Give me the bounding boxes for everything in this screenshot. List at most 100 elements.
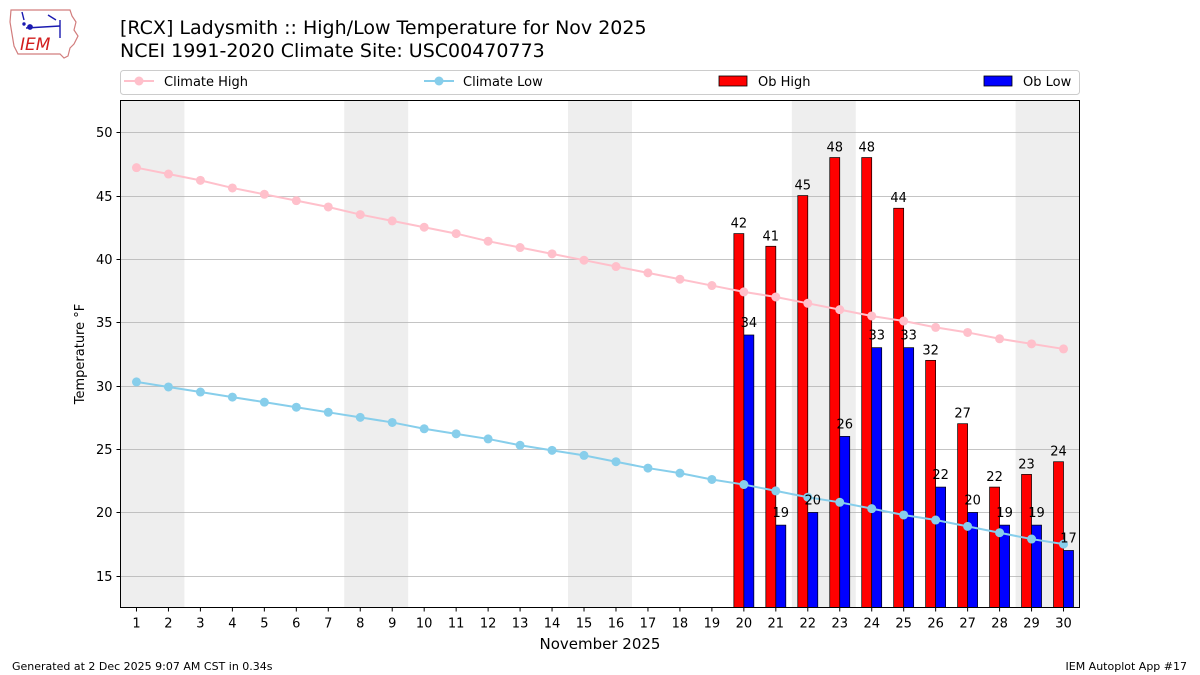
observation-bars: [733, 157, 1074, 608]
climate-low-point: [547, 445, 557, 455]
climate-high-point: [163, 169, 173, 179]
x-tick-label: 24: [863, 617, 880, 632]
legend-ob-high: Ob High: [718, 75, 811, 90]
legend-climate-high: Climate High: [124, 75, 248, 90]
climate-low-point: [227, 392, 237, 402]
climate-high-point: [803, 298, 813, 308]
ob-high-value-label: 42: [731, 217, 748, 232]
ob-high-bar: [797, 195, 809, 608]
x-tick-label: 6: [292, 617, 300, 632]
chart-subtitle: NCEI 1991-2020 Climate Site: USC00470773: [120, 40, 545, 62]
x-tick-label: 10: [416, 617, 433, 632]
legend-ob-high-label: Ob High: [758, 75, 811, 90]
x-axis-label: November 2025: [540, 635, 661, 653]
climate-low-point: [707, 474, 717, 484]
x-tick-label: 12: [480, 617, 497, 632]
climate-high-point: [675, 274, 685, 284]
x-tick-label: 4: [228, 617, 236, 632]
ob-low-bar: [999, 524, 1010, 608]
climate-high-point: [963, 327, 973, 337]
climate-low-point: [1059, 539, 1069, 549]
climate-high-point: [579, 255, 589, 265]
climate-high-point: [291, 196, 301, 206]
climate-low-line: [136, 380, 1064, 546]
climate-high-point: [451, 229, 461, 239]
legend-climate-low-marker: [434, 76, 444, 86]
climate-high-point: [323, 202, 333, 212]
weather-station-icon: [21, 11, 61, 38]
x-tick-label: 20: [736, 617, 753, 632]
climate-low-point: [131, 377, 141, 387]
ob-high-value-label: 23: [1018, 457, 1035, 472]
climate-low-point: [739, 480, 749, 490]
climate-low-point: [643, 463, 653, 473]
weekend-shade-band: [568, 100, 632, 608]
x-tick-label: 25: [895, 617, 912, 632]
ob-high-value-label: 41: [763, 229, 780, 244]
ob-low-bar: [775, 524, 787, 608]
climate-low-point: [963, 521, 973, 531]
ob-low-bar: [807, 512, 819, 608]
climate-high-point: [547, 249, 557, 259]
iem-logo: IEM: [9, 9, 79, 59]
climate-low-point: [771, 486, 781, 496]
ob-high-value-label: 48: [858, 141, 875, 156]
climate-high-point: [131, 163, 141, 173]
legend-climate-low-label: Climate Low: [463, 75, 543, 90]
climate-low-point: [675, 468, 685, 478]
y-tick-label: 40: [96, 253, 113, 268]
climate-low-point: [323, 407, 333, 417]
climate-low-point: [355, 412, 365, 422]
legend-box: [120, 70, 1080, 95]
logo-text: IEM: [20, 35, 51, 55]
y-tick-label: 15: [96, 570, 113, 585]
x-tick-label: 3: [196, 617, 204, 632]
ob-low-value-label: 34: [741, 316, 758, 331]
x-tick-label: 30: [1055, 617, 1072, 632]
ob-high-value-label: 44: [890, 191, 907, 206]
generated-timestamp: Generated at 2 Dec 2025 9:07 AM CST in 0…: [12, 660, 273, 673]
climate-high-point: [1027, 339, 1037, 349]
climate-high-line: [136, 166, 1064, 350]
ob-low-value-label: 26: [836, 417, 853, 432]
climate-low-point: [291, 402, 301, 412]
ob-low-value-label: 33: [900, 329, 917, 344]
y-tick-label: 25: [96, 443, 113, 458]
ob-low-value-label: 22: [932, 468, 949, 483]
y-tick-label: 20: [96, 506, 113, 521]
climate-low-point: [611, 457, 621, 467]
climate-low-point: [835, 497, 845, 507]
x-tick-label: 5: [260, 617, 268, 632]
x-tick-label: 8: [356, 617, 364, 632]
climate-low-point: [483, 434, 493, 444]
climate-high-point: [1059, 344, 1069, 354]
climate-low-point: [803, 492, 813, 502]
climate-low-point: [995, 528, 1005, 538]
ob-low-bar: [903, 347, 915, 608]
climate-high-point: [419, 222, 429, 232]
chart-title: [RCX] Ladysmith :: High/Low Temperature …: [120, 17, 647, 39]
ob-high-bar: [925, 359, 937, 608]
climate-low-point: [195, 387, 205, 397]
ob-high-bar: [957, 423, 968, 608]
climate-low-point: [1027, 534, 1037, 544]
y-tick-label: 45: [96, 190, 113, 205]
iowa-state-outline-icon: [9, 9, 79, 59]
y-tick-label: 50: [96, 126, 113, 141]
x-tick-label: 9: [388, 617, 396, 632]
x-tick-label: 7: [324, 617, 332, 632]
climate-high-point: [611, 262, 621, 272]
ob-low-bar: [871, 347, 883, 608]
x-tick-label: 28: [991, 617, 1008, 632]
climate-low-point: [419, 424, 429, 434]
ob-high-value-label: 45: [795, 179, 812, 194]
bar-value-labels: 42 41 45 48 48 44 32 27 22 23 24 34 19 20 26 33 33 22 20 19…: [731, 141, 1077, 547]
climate-high-point: [195, 175, 205, 185]
weekend-shade-band: [344, 100, 409, 608]
ob-low-bar: [935, 486, 947, 608]
ob-low-value-label: 19: [1028, 506, 1045, 521]
x-tick-label: 14: [544, 617, 561, 632]
ob-low-value-label: 19: [773, 506, 790, 521]
app-credit: IEM Autoplot App #17: [1065, 660, 1188, 673]
